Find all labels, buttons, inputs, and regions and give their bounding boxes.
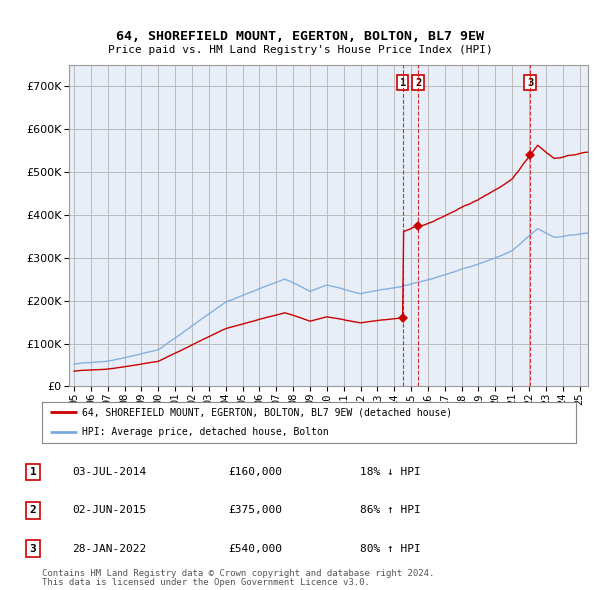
Text: 2: 2 (29, 506, 37, 515)
Text: 2: 2 (415, 78, 421, 87)
Text: 3: 3 (527, 78, 533, 87)
Text: 3: 3 (29, 544, 37, 553)
Text: £375,000: £375,000 (228, 506, 282, 515)
Text: 18% ↓ HPI: 18% ↓ HPI (360, 467, 421, 477)
Text: This data is licensed under the Open Government Licence v3.0.: This data is licensed under the Open Gov… (42, 578, 370, 588)
Text: 64, SHOREFIELD MOUNT, EGERTON, BOLTON, BL7 9EW: 64, SHOREFIELD MOUNT, EGERTON, BOLTON, B… (116, 30, 484, 43)
Text: 1: 1 (400, 78, 406, 87)
Text: HPI: Average price, detached house, Bolton: HPI: Average price, detached house, Bolt… (82, 428, 329, 437)
Text: 86% ↑ HPI: 86% ↑ HPI (360, 506, 421, 515)
Text: 64, SHOREFIELD MOUNT, EGERTON, BOLTON, BL7 9EW (detached house): 64, SHOREFIELD MOUNT, EGERTON, BOLTON, B… (82, 408, 452, 417)
Text: Price paid vs. HM Land Registry's House Price Index (HPI): Price paid vs. HM Land Registry's House … (107, 45, 493, 54)
Text: 02-JUN-2015: 02-JUN-2015 (72, 506, 146, 515)
Text: 03-JUL-2014: 03-JUL-2014 (72, 467, 146, 477)
Text: 80% ↑ HPI: 80% ↑ HPI (360, 544, 421, 553)
Text: 28-JAN-2022: 28-JAN-2022 (72, 544, 146, 553)
Text: Contains HM Land Registry data © Crown copyright and database right 2024.: Contains HM Land Registry data © Crown c… (42, 569, 434, 578)
Text: 1: 1 (29, 467, 37, 477)
Text: £540,000: £540,000 (228, 544, 282, 553)
Text: £160,000: £160,000 (228, 467, 282, 477)
